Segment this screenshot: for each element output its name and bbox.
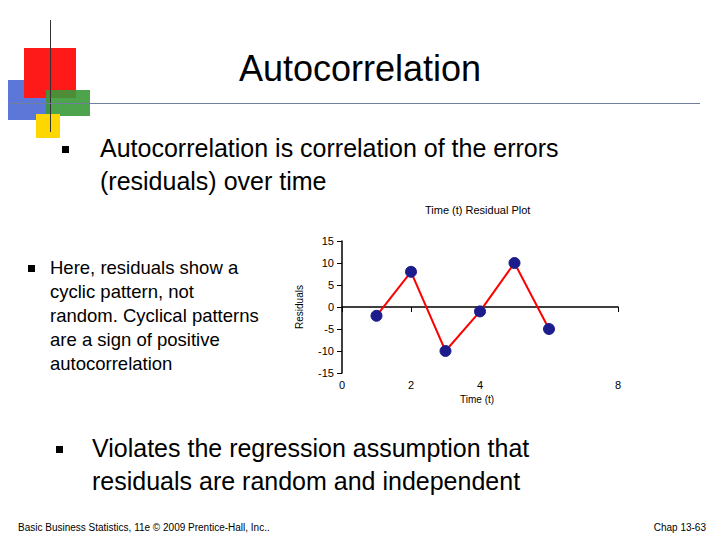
svg-text:8: 8 [615,379,621,391]
svg-text:15: 15 [322,235,334,247]
html-text:Violates the regression assump: Violates the regression assumption that … [92,434,530,495]
svg-text:4: 4 [477,379,483,391]
svg-text:Time (t) Residual Plot: Time (t) Residual Plot [425,204,530,216]
html-text:Basic Business Statistics, 11e: Basic Business Statistics, 11e © 2009 Pr… [18,522,270,533]
svg-text:-10: -10 [318,345,334,357]
html-text:Autocorrelation is correlation: Autocorrelation is correlation of the er… [100,134,559,195]
svg-text:2: 2 [408,379,414,391]
svg-text:0: 0 [328,301,334,313]
svg-text:Residuals: Residuals [294,285,305,329]
html-text:Here, residuals show a cyclic: Here, residuals show a cyclic pattern, n… [50,257,259,374]
html-text:Autocorrelation: Autocorrelation [238,48,482,89]
svg-text:Time (t): Time (t) [460,394,494,405]
svg-text:10: 10 [322,257,334,269]
svg-text:-5: -5 [324,323,334,335]
svg-text:5: 5 [328,279,334,291]
svg-text:0: 0 [339,379,345,391]
svg-text:-15: -15 [318,367,334,379]
html-text:Chap 13-63: Chap 13-63 [653,522,706,533]
